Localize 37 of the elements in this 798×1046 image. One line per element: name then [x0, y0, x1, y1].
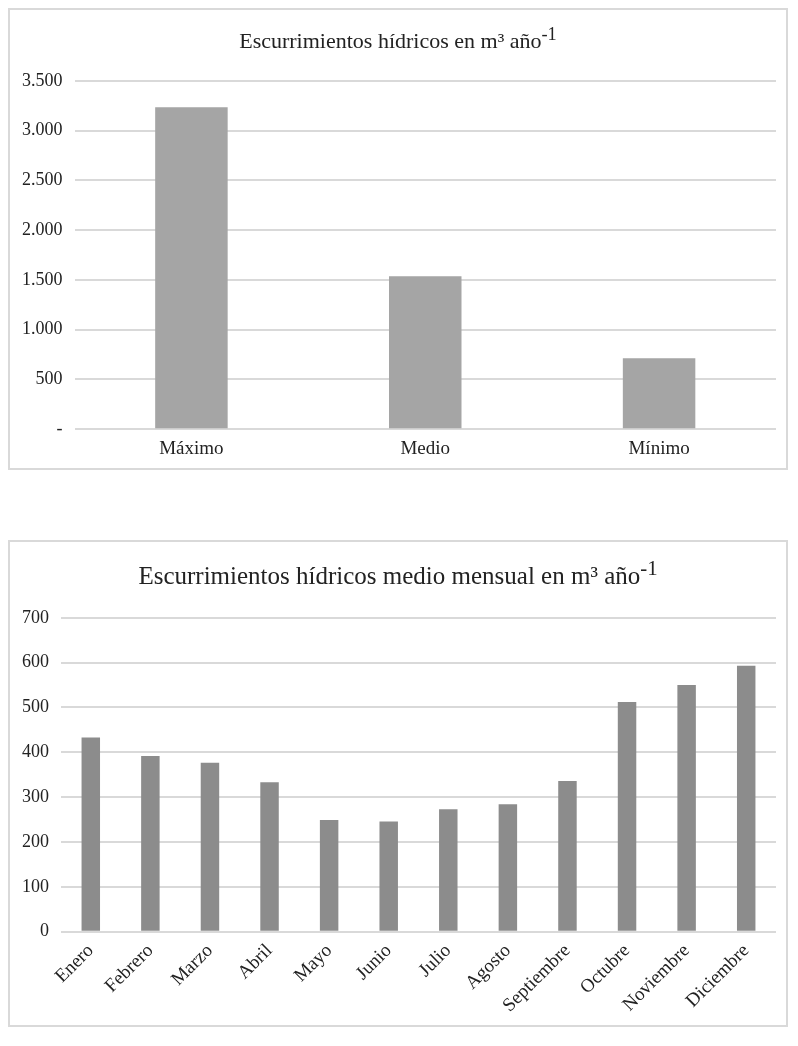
bar [622, 358, 696, 429]
y-tick-label: 400 [22, 740, 49, 761]
bar [677, 684, 696, 931]
chart-title: Escurrimientos hídricos en m³ año$^{-1}$ [238, 23, 558, 56]
bar [439, 808, 458, 931]
y-tick-label: 600 [22, 651, 49, 672]
bar [736, 665, 756, 931]
x-tick-label: Mínimo [628, 436, 690, 458]
bar [389, 276, 462, 429]
y-tick-label: 3.500 [22, 69, 63, 90]
x-tick-label: Julio [413, 938, 455, 980]
y-tick-label: 300 [22, 785, 49, 806]
y-tick-label: 3.000 [22, 119, 63, 140]
bar [379, 821, 398, 931]
bar [617, 701, 637, 931]
bar [200, 762, 220, 931]
chart-title: Escurrimientos hídricos medio mensual en m³ año$^{-1}$ [137, 555, 659, 592]
y-tick-label: 200 [22, 830, 49, 851]
bar [260, 782, 279, 931]
bar [141, 755, 160, 931]
bar [319, 819, 339, 931]
y-tick-label: 1.500 [22, 268, 63, 289]
y-tick-label: 2.500 [22, 169, 63, 190]
x-tick-label: Máximo [159, 436, 224, 458]
y-tick-label: 2.000 [22, 219, 63, 240]
bar [155, 107, 228, 429]
y-tick-label: 500 [35, 368, 63, 389]
y-tick-label: - [56, 418, 63, 439]
y-tick-label: 1.000 [22, 318, 63, 339]
y-tick-label: 0 [40, 920, 49, 941]
bar [558, 780, 577, 931]
y-tick-label: 500 [22, 695, 49, 716]
x-tick-label: Medio [400, 436, 451, 458]
y-tick-label: 100 [22, 875, 49, 896]
y-tick-label: 700 [22, 606, 49, 627]
bar [498, 804, 518, 931]
bar [81, 737, 101, 931]
